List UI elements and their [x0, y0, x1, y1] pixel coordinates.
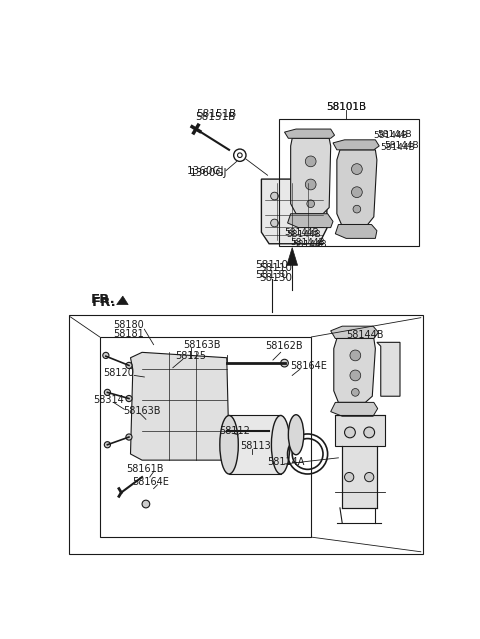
- Ellipse shape: [271, 415, 290, 474]
- Bar: [69, 316, 423, 554]
- Text: 58130: 58130: [256, 270, 288, 280]
- Text: 58144B: 58144B: [377, 130, 411, 139]
- Circle shape: [271, 219, 278, 227]
- Polygon shape: [331, 326, 378, 339]
- Text: 58151B: 58151B: [195, 112, 235, 121]
- Circle shape: [350, 370, 361, 381]
- Text: 58114A: 58114A: [267, 457, 305, 466]
- Circle shape: [142, 500, 150, 508]
- Text: 58144B: 58144B: [291, 238, 325, 247]
- Text: 1360GJ: 1360GJ: [187, 166, 225, 176]
- Polygon shape: [336, 224, 377, 238]
- Text: 58144B: 58144B: [384, 141, 419, 150]
- Text: 58180: 58180: [114, 320, 144, 330]
- Polygon shape: [334, 339, 375, 403]
- Text: 58120: 58120: [104, 368, 134, 378]
- Bar: [100, 337, 312, 537]
- Text: 58125: 58125: [175, 351, 206, 361]
- Text: 58144B: 58144B: [346, 330, 384, 340]
- Text: 58144B: 58144B: [292, 240, 327, 249]
- Text: 58101B: 58101B: [326, 102, 366, 112]
- Text: 58314: 58314: [94, 395, 124, 405]
- Circle shape: [307, 200, 314, 208]
- Text: 58151B: 58151B: [197, 109, 237, 119]
- Text: 1360GJ: 1360GJ: [190, 168, 228, 178]
- Circle shape: [351, 164, 362, 174]
- Polygon shape: [335, 415, 384, 508]
- Text: 58164E: 58164E: [291, 361, 327, 371]
- Polygon shape: [288, 213, 333, 227]
- Circle shape: [126, 362, 132, 369]
- Text: 58113: 58113: [240, 442, 271, 451]
- Polygon shape: [291, 138, 331, 213]
- Circle shape: [351, 187, 362, 197]
- Text: 58110: 58110: [259, 263, 292, 273]
- Text: 58144B: 58144B: [381, 143, 415, 152]
- Text: 58110: 58110: [256, 260, 288, 270]
- Text: 58112: 58112: [219, 426, 250, 436]
- Circle shape: [126, 434, 132, 440]
- Polygon shape: [131, 352, 229, 460]
- Text: 58181: 58181: [114, 329, 144, 339]
- Polygon shape: [287, 248, 298, 265]
- Circle shape: [353, 205, 361, 213]
- Circle shape: [364, 427, 374, 438]
- Text: 58161B: 58161B: [127, 465, 164, 474]
- Polygon shape: [262, 179, 327, 243]
- Polygon shape: [117, 296, 128, 305]
- Polygon shape: [285, 129, 335, 138]
- Circle shape: [104, 389, 110, 396]
- Bar: [279, 119, 419, 246]
- Ellipse shape: [288, 415, 304, 455]
- Circle shape: [308, 219, 315, 227]
- Circle shape: [345, 472, 354, 482]
- Text: 58162B: 58162B: [265, 341, 303, 351]
- Circle shape: [365, 472, 374, 482]
- Text: 58163B: 58163B: [183, 340, 220, 350]
- Polygon shape: [333, 140, 379, 150]
- Circle shape: [271, 192, 278, 200]
- Circle shape: [305, 179, 316, 190]
- Circle shape: [345, 427, 355, 438]
- Circle shape: [350, 350, 361, 361]
- Circle shape: [351, 389, 359, 396]
- Text: 58144B: 58144B: [286, 230, 321, 239]
- Polygon shape: [331, 403, 378, 416]
- Text: 58101B: 58101B: [326, 102, 366, 112]
- Text: 58144B: 58144B: [373, 131, 408, 140]
- Text: FR.: FR.: [90, 293, 115, 307]
- Polygon shape: [229, 415, 281, 474]
- Circle shape: [126, 396, 132, 402]
- Text: FR.: FR.: [92, 296, 117, 309]
- Circle shape: [308, 192, 315, 200]
- Text: 58163B: 58163B: [123, 406, 160, 416]
- Text: 58144B: 58144B: [285, 227, 319, 236]
- Text: 58164E: 58164E: [132, 477, 169, 488]
- Polygon shape: [337, 150, 377, 224]
- Bar: [266, 426, 275, 436]
- Ellipse shape: [220, 415, 238, 474]
- Text: 58130: 58130: [259, 273, 292, 282]
- Circle shape: [104, 442, 110, 448]
- Circle shape: [305, 156, 316, 167]
- Circle shape: [103, 352, 109, 358]
- Circle shape: [281, 359, 288, 367]
- Polygon shape: [377, 343, 400, 396]
